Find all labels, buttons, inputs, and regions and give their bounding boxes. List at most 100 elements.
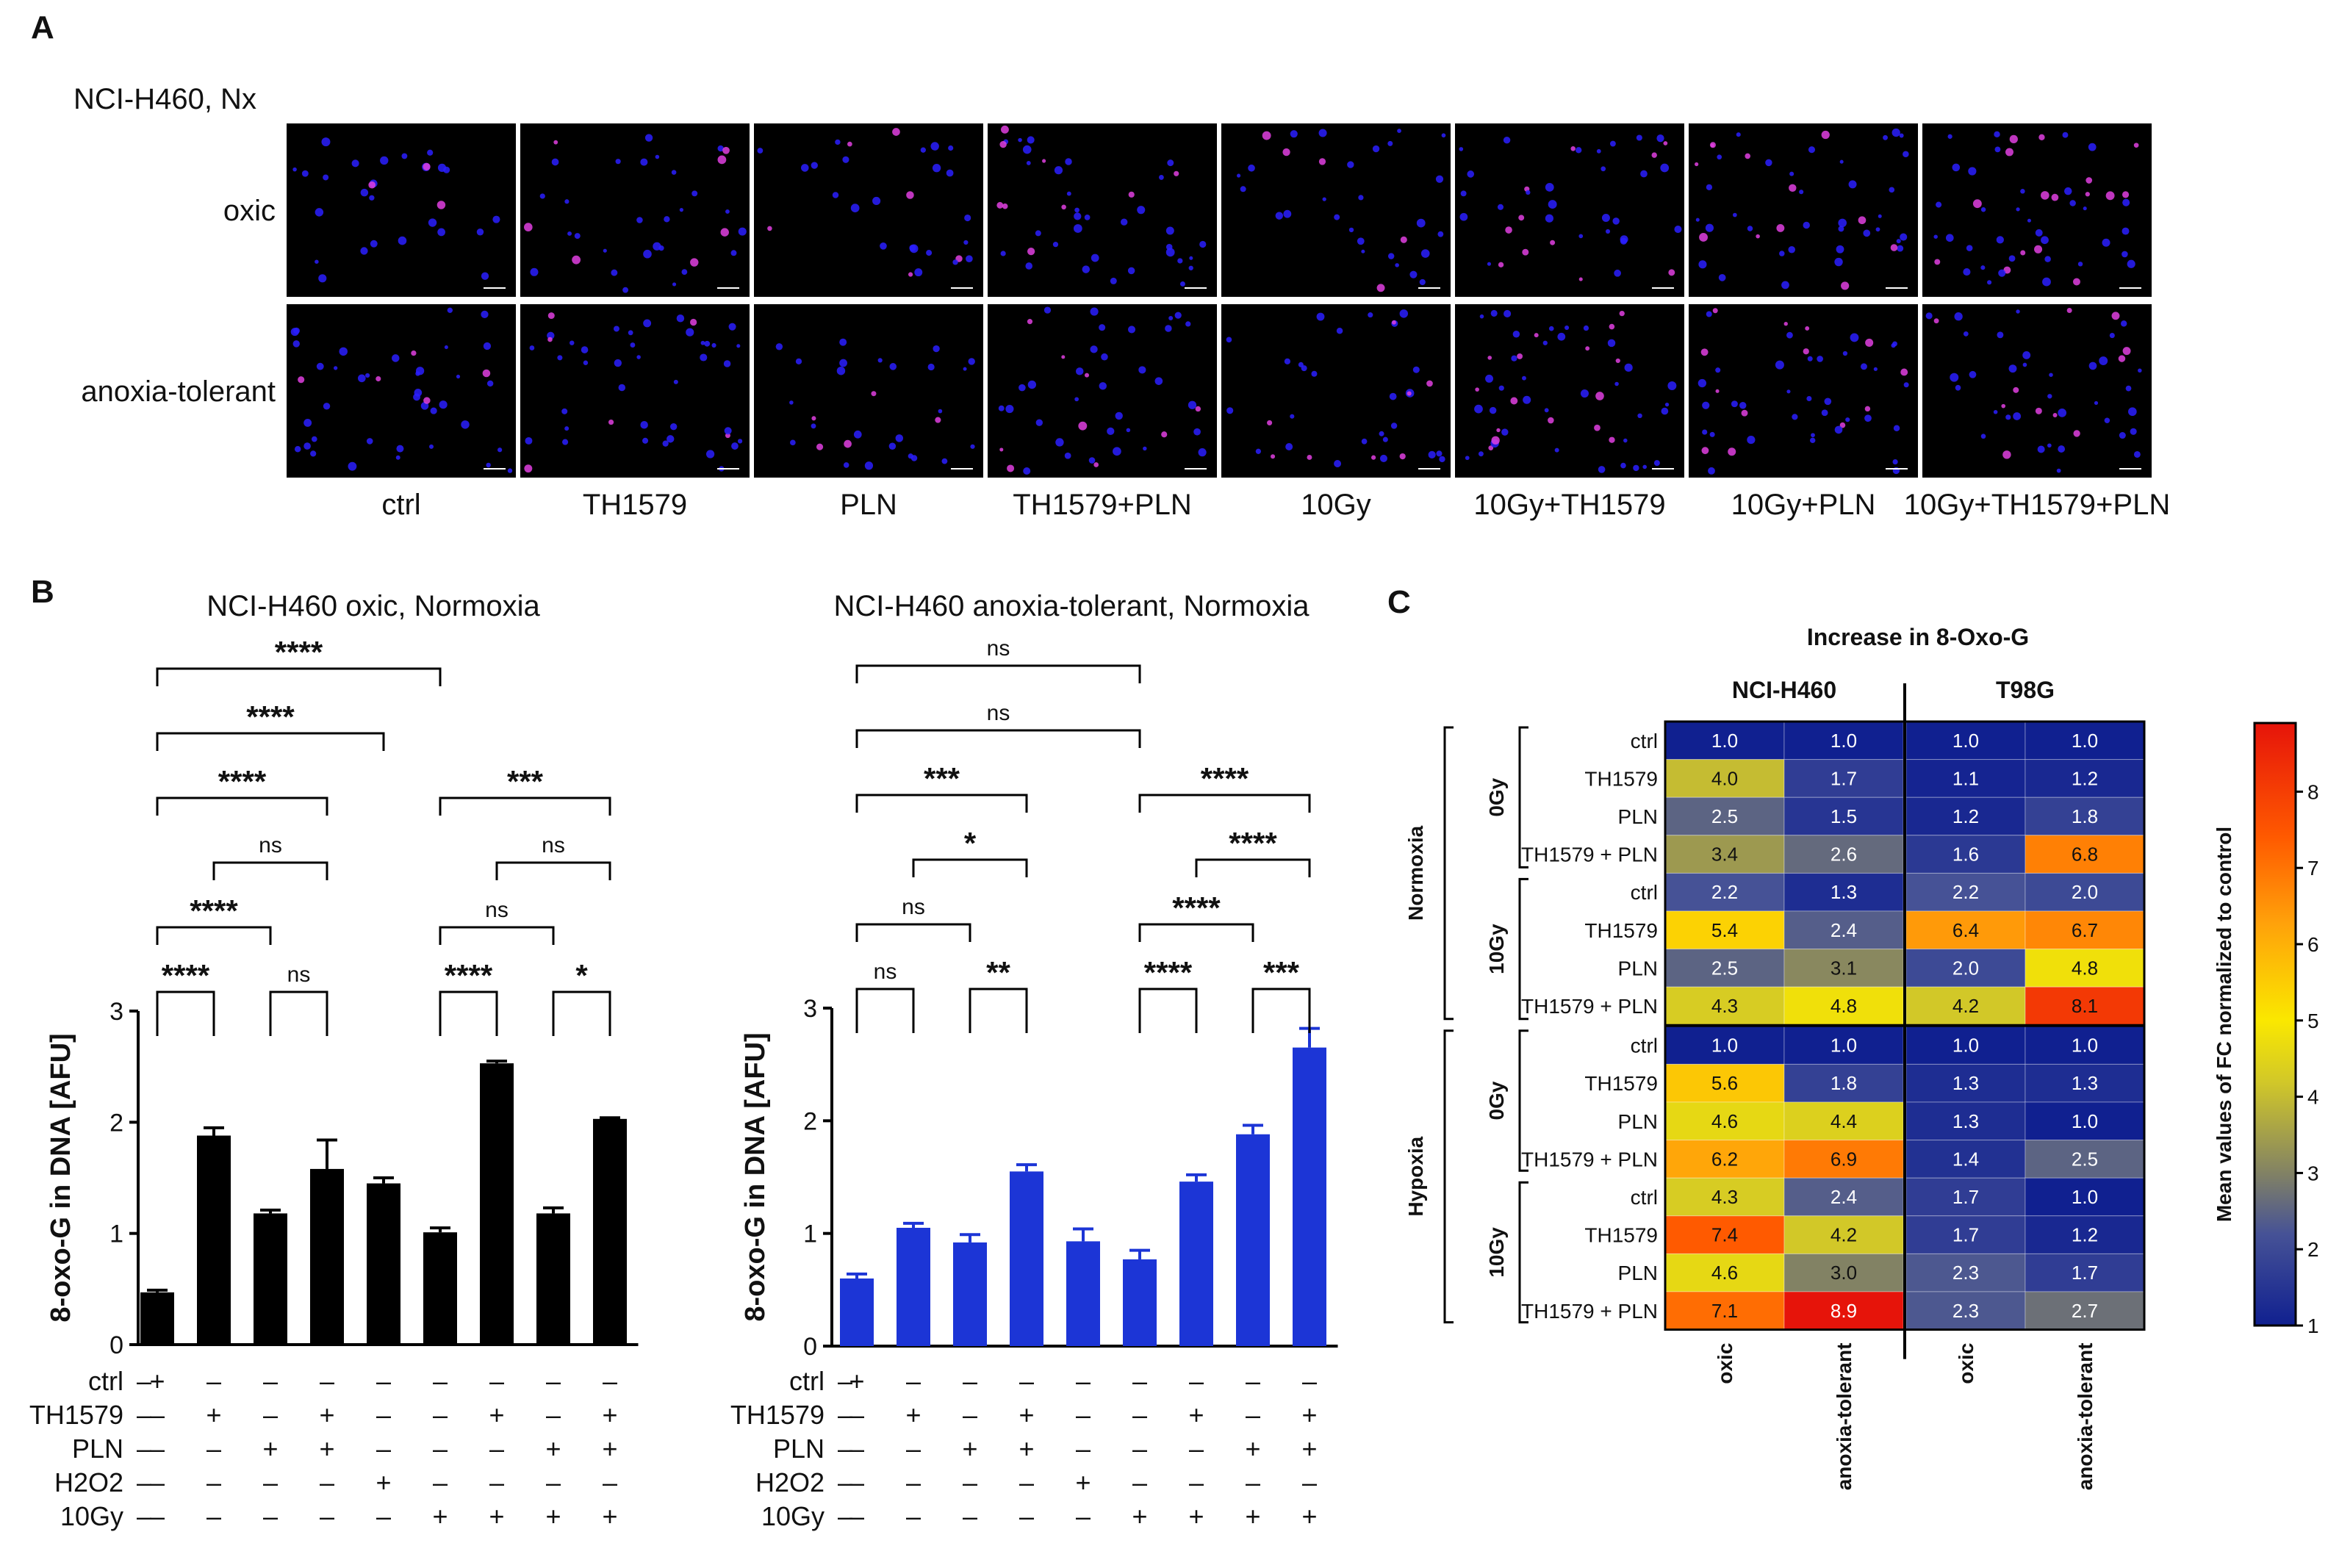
treatment-sign: + — [319, 1400, 334, 1430]
nucleus — [365, 373, 370, 378]
nucleus — [1548, 200, 1557, 209]
treatment-sign: – — [263, 1400, 278, 1430]
nucleus — [1064, 452, 1071, 459]
nucleus — [636, 217, 643, 223]
nucleus — [1189, 256, 1193, 260]
heatmap-row-label-10: PLN — [1618, 1110, 1658, 1133]
treatment-label-1: TH1579 — [730, 1400, 824, 1430]
treatment-sign: + — [849, 1366, 864, 1396]
heatmap-cell — [2025, 872, 2145, 912]
nucleus — [2020, 189, 2025, 194]
bar-7 — [536, 1213, 570, 1345]
nucleus — [1236, 173, 1241, 178]
nucleus — [711, 342, 716, 348]
nucleus — [847, 141, 852, 147]
treatment-sign: + — [905, 1400, 921, 1430]
colorbar-tick-label: 5 — [2307, 1010, 2319, 1032]
nucleus — [1126, 428, 1131, 433]
nucleus — [618, 384, 626, 392]
heatmap-row-label-5: TH1579 — [1584, 919, 1658, 942]
nucleus — [1271, 454, 1276, 459]
nucleus — [1334, 214, 1340, 220]
nucleus — [864, 461, 874, 470]
treatment-dash: – — [137, 1366, 151, 1396]
treatment-sign: – — [1076, 1366, 1091, 1396]
nucleus — [1841, 281, 1850, 290]
nucleus — [1372, 145, 1380, 153]
nucleus — [889, 363, 897, 370]
micrograph-0-6 — [1689, 123, 1918, 297]
column-label-5: 10Gy+TH1579 — [1473, 489, 1665, 521]
nucleus — [1088, 457, 1096, 464]
nucleus — [1836, 245, 1844, 253]
treatment-sign: – — [489, 1434, 504, 1464]
nucleus — [1848, 180, 1857, 189]
nucleus — [1084, 373, 1090, 378]
nucleus — [476, 229, 484, 236]
nucleus — [1167, 159, 1174, 167]
nucleus — [722, 146, 730, 154]
nucleus — [630, 342, 636, 348]
nucleus — [1091, 253, 1099, 262]
nucleus — [811, 162, 818, 169]
heatmap-value: 3.4 — [1711, 844, 1738, 866]
treatment-sign: – — [1246, 1366, 1260, 1396]
nucleus — [871, 391, 877, 397]
heatmap-cell — [1905, 835, 2026, 874]
heatmap-value: 4.6 — [1711, 1110, 1738, 1132]
nucleus — [1557, 332, 1566, 341]
nucleus — [1934, 259, 1941, 265]
nucleus — [704, 340, 711, 347]
nucleus — [1000, 251, 1006, 256]
nucleus — [567, 231, 572, 236]
nucleus — [1817, 356, 1823, 362]
heatmap-cell — [1783, 986, 1904, 1026]
heatmap-cell — [1664, 1291, 1785, 1331]
nucleus — [395, 455, 400, 460]
nucleus — [1307, 455, 1312, 460]
treatment-sign: – — [150, 1400, 165, 1430]
nucleus — [562, 439, 569, 445]
nucleus — [1120, 218, 1128, 226]
treatment-sign: – — [546, 1366, 561, 1396]
nucleus — [1465, 456, 1470, 461]
sig-bracket-7 — [1138, 988, 1198, 1033]
nucleus — [311, 436, 317, 442]
nucleus — [1745, 153, 1751, 159]
nucleus — [492, 215, 500, 223]
nucleus — [679, 207, 683, 212]
nucleus — [351, 159, 359, 168]
treatment-sign: – — [376, 1366, 391, 1396]
nucleus — [1376, 284, 1385, 292]
nucleus — [1168, 316, 1174, 321]
heatmap-value: 7.1 — [1711, 1300, 1738, 1322]
nucleus — [2020, 250, 2026, 256]
nucleus — [360, 188, 369, 197]
nucleus — [963, 367, 967, 371]
nucleus — [1379, 431, 1384, 436]
row-label-0: oxic — [223, 195, 276, 227]
nucleus — [1397, 129, 1401, 134]
heatmap-value: 1.0 — [2072, 730, 2098, 752]
nucleus — [401, 153, 408, 159]
treatment-dash: – — [838, 1400, 852, 1430]
nucleus — [524, 223, 533, 231]
nucleus — [564, 199, 570, 204]
heatmap-cell — [2025, 835, 2145, 874]
nucleus — [843, 462, 849, 468]
nucleus — [2088, 362, 2097, 370]
y-tick-label: 3 — [109, 998, 123, 1026]
nucleus — [1043, 306, 1052, 314]
nucleus — [1933, 234, 1938, 239]
treatment-sign: – — [1189, 1467, 1204, 1497]
sig-bracket-2 — [855, 923, 971, 942]
treatment-sign: – — [320, 1467, 334, 1497]
condition-label-0: Normoxia — [1404, 825, 1427, 921]
micrograph-0-2 — [754, 123, 983, 297]
nucleus — [1545, 214, 1553, 223]
nucleus — [2035, 229, 2043, 237]
nucleus — [1842, 350, 1848, 356]
treatment-sign: – — [963, 1501, 977, 1531]
nucleus — [315, 259, 319, 264]
nucleus — [1554, 447, 1559, 453]
